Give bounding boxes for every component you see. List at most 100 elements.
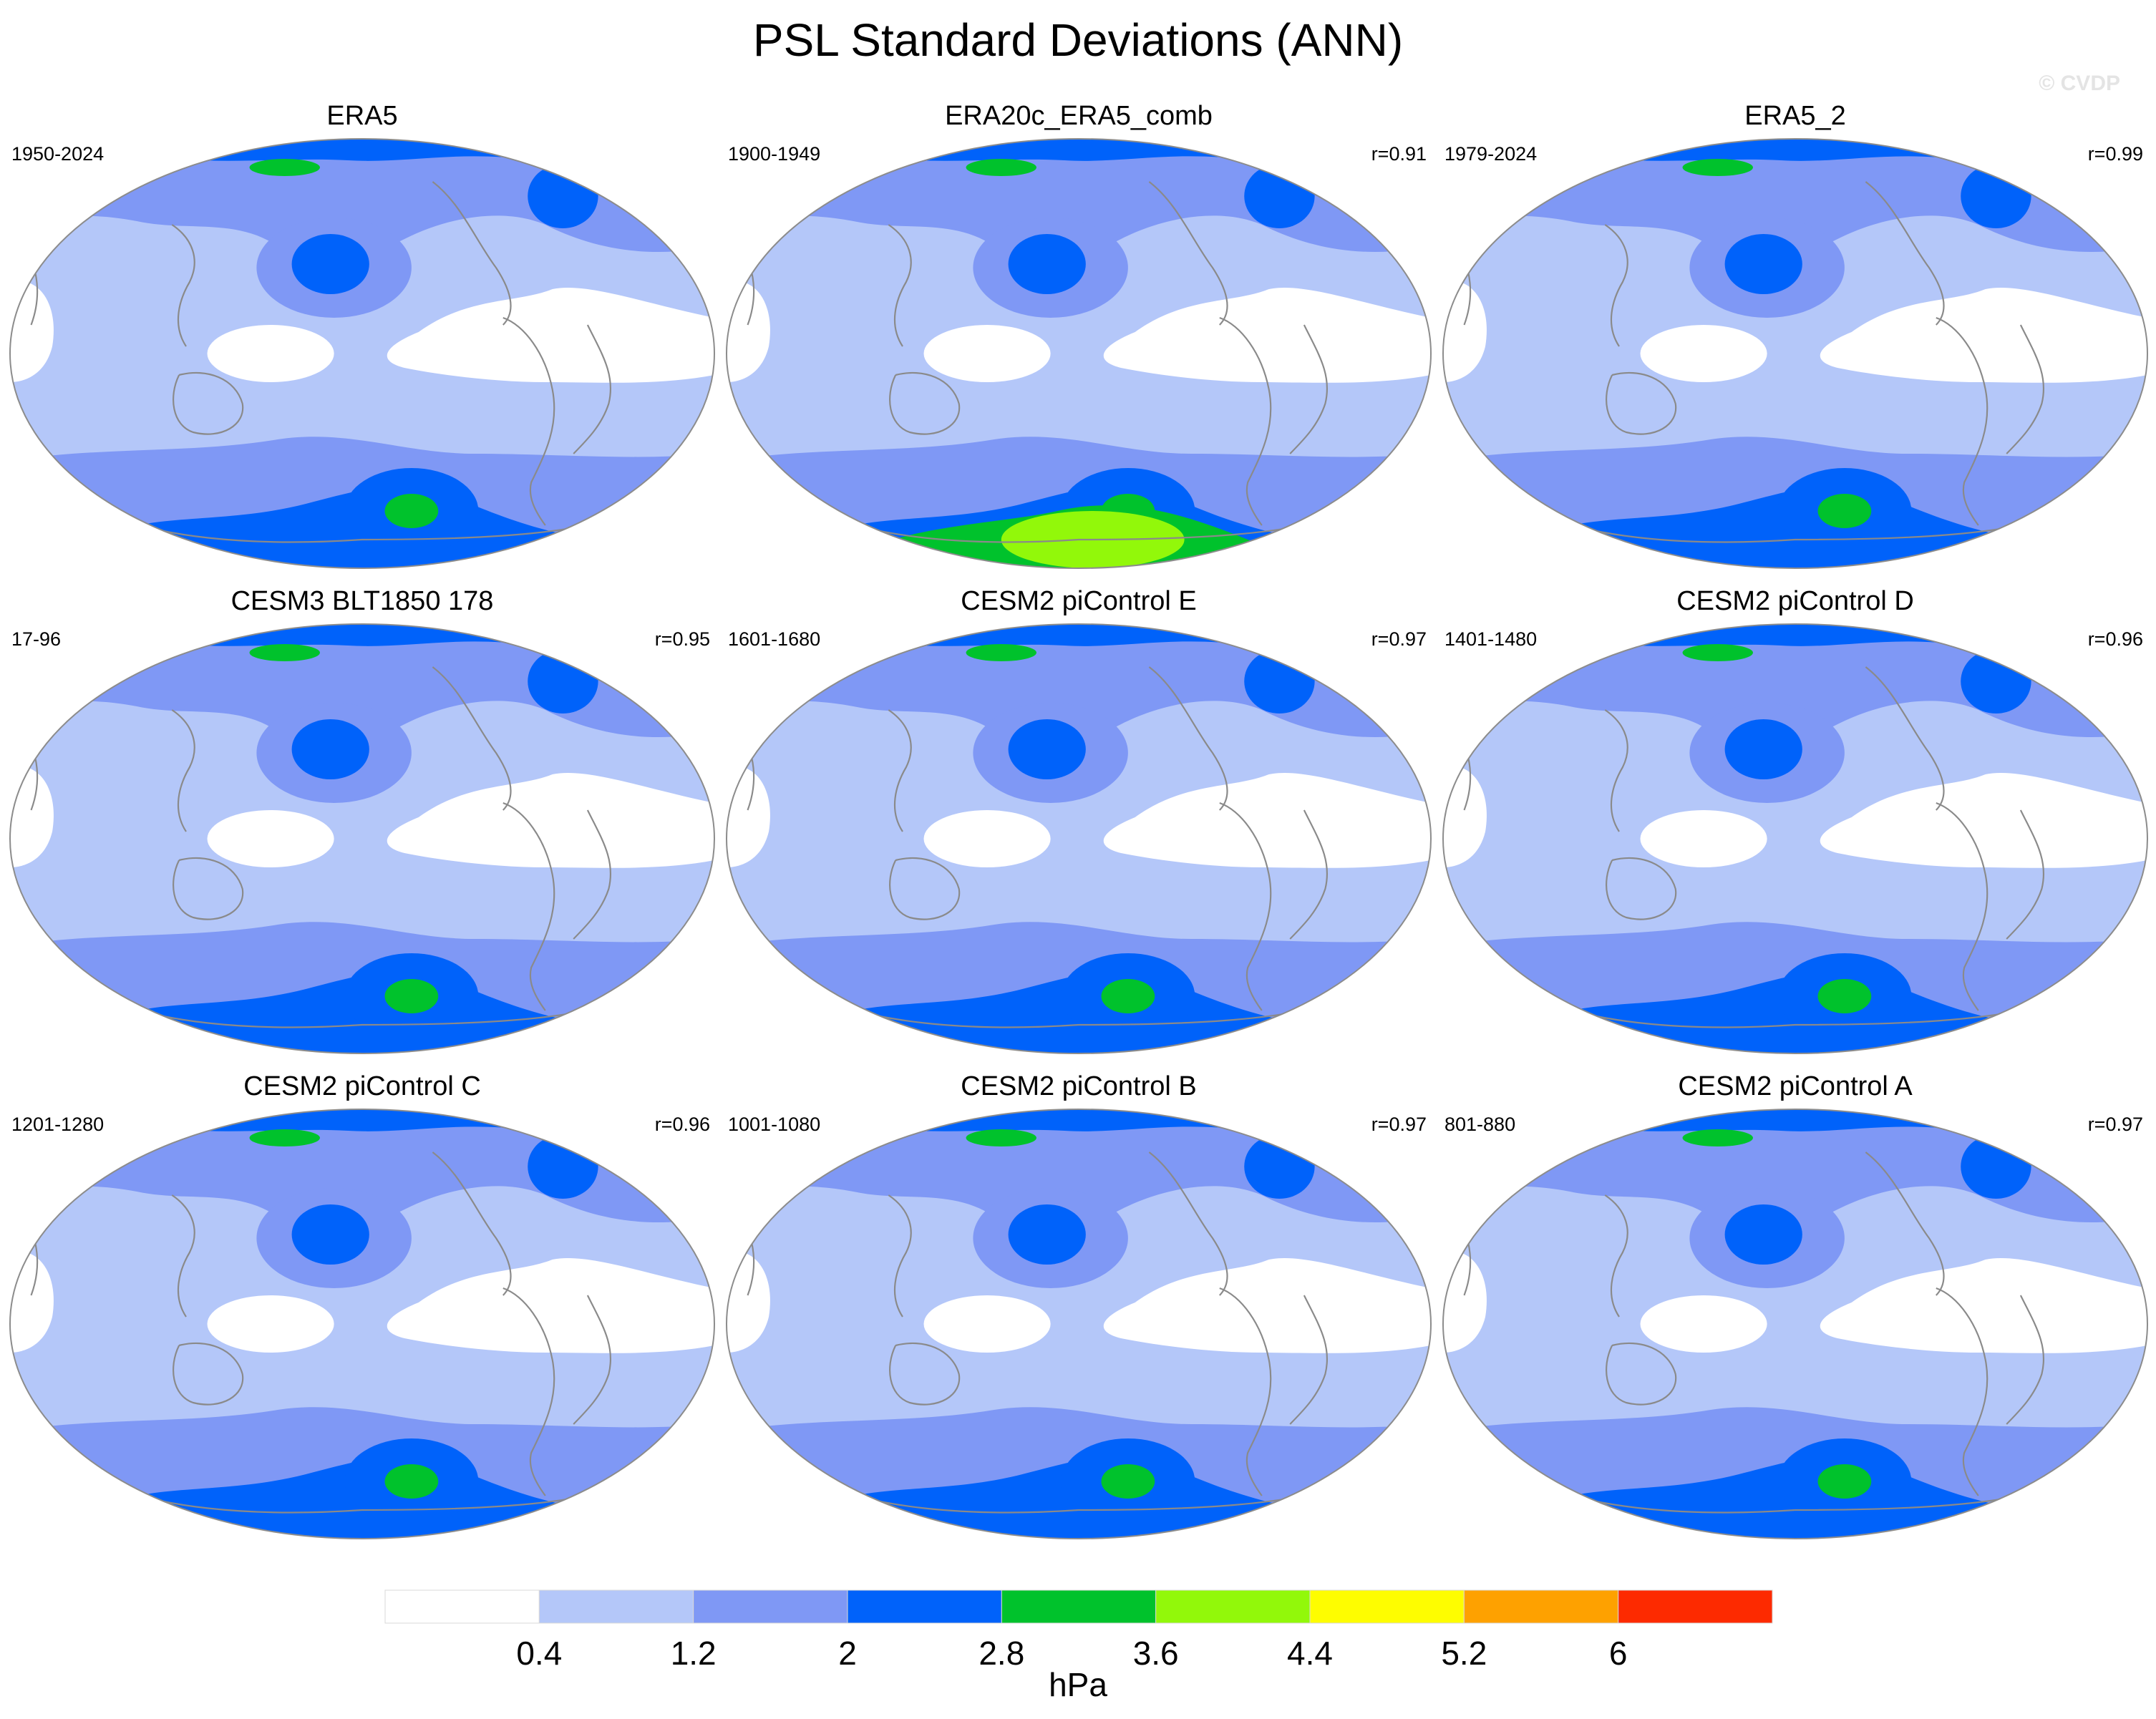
coastline-1 bbox=[573, 809, 612, 940]
contour-6 bbox=[1820, 1258, 2147, 1353]
panels: ERA5 1950-2024 ERA20c_ERA5_comb 1900-1949 r=… bbox=[9, 101, 2148, 1539]
map-outline bbox=[9, 138, 715, 569]
map bbox=[10, 1109, 714, 1539]
contour-6 bbox=[1103, 1258, 1431, 1353]
coastline-3 bbox=[171, 709, 195, 832]
contour-6 bbox=[1820, 288, 2147, 383]
coastline-2 bbox=[1865, 1151, 1945, 1296]
panel-title: CESM2 piControl E bbox=[961, 586, 1196, 616]
map-outline bbox=[726, 1109, 1432, 1539]
coastline-4 bbox=[1606, 1342, 1677, 1406]
coastline-3 bbox=[1604, 1194, 1628, 1318]
coastline-3 bbox=[171, 1194, 195, 1318]
colorbar-swatch-3 bbox=[847, 1589, 1002, 1624]
coastline-4 bbox=[889, 857, 961, 920]
coastline-1 bbox=[1289, 809, 1329, 940]
coastline-0 bbox=[1936, 802, 1989, 1011]
contour-4 bbox=[1724, 1204, 1802, 1265]
coastline-0 bbox=[1936, 1287, 1989, 1496]
map bbox=[727, 139, 1431, 568]
coastline-3 bbox=[888, 709, 912, 832]
coastline-0 bbox=[502, 1287, 555, 1496]
map-outline bbox=[726, 623, 1432, 1054]
coastline-2 bbox=[432, 666, 512, 811]
colorbar-tick-label: 5.2 bbox=[1441, 1635, 1487, 1672]
contour-13 bbox=[249, 159, 320, 176]
panel-correlation: r=0.97 bbox=[1371, 1114, 1427, 1135]
contour-6 bbox=[387, 1258, 714, 1353]
contour-12 bbox=[1817, 1464, 1872, 1499]
contour-13 bbox=[1682, 1129, 1753, 1146]
coastline-3 bbox=[888, 1194, 912, 1318]
map bbox=[727, 1109, 1431, 1539]
contour-4 bbox=[1008, 719, 1086, 779]
coastline-4 bbox=[173, 857, 244, 920]
panel-years: 1900-1949 bbox=[728, 143, 820, 165]
contour-8 bbox=[10, 281, 54, 382]
panel-1: ERA5 1950-2024 bbox=[9, 101, 715, 569]
coastline-0 bbox=[1219, 1287, 1272, 1496]
contour-7 bbox=[1640, 810, 1767, 867]
contour-6 bbox=[387, 773, 714, 868]
panel-title: CESM2 piControl A bbox=[1678, 1071, 1913, 1101]
contour-8 bbox=[1443, 766, 1487, 867]
colorbar-swatch-7 bbox=[1463, 1589, 1619, 1624]
coastline-0 bbox=[1219, 316, 1272, 526]
contour-5 bbox=[1961, 649, 2031, 714]
coastline-4 bbox=[889, 1342, 961, 1406]
contour-12 bbox=[1817, 494, 1872, 528]
contour-13 bbox=[1682, 159, 1753, 176]
panel-9: CESM2 piControl A 801-880 r=0.97 bbox=[1442, 1071, 2148, 1539]
panel-title: CESM2 piControl D bbox=[1676, 586, 1914, 616]
coastline-0 bbox=[1219, 802, 1272, 1011]
panel-correlation: r=0.97 bbox=[2088, 1114, 2143, 1135]
contour-13 bbox=[966, 644, 1036, 661]
contour-7 bbox=[207, 1295, 334, 1353]
coastline-2 bbox=[1865, 181, 1945, 326]
map bbox=[1443, 624, 2147, 1053]
panel-years: 1001-1080 bbox=[728, 1114, 820, 1135]
map-outline bbox=[1442, 623, 2148, 1054]
contour-1 bbox=[727, 624, 1431, 744]
coastline-0 bbox=[1936, 316, 1989, 526]
panel-correlation: r=0.96 bbox=[2088, 628, 2143, 650]
coastline-4 bbox=[173, 371, 244, 435]
contour-7 bbox=[923, 325, 1051, 382]
colorbar: 0.4 1.2 2 2.8 3.6 4.4 5.2 6 hPa bbox=[384, 1589, 1773, 1703]
panel-years: 17-96 bbox=[11, 628, 61, 650]
contour-7 bbox=[923, 1295, 1051, 1353]
coastline-3 bbox=[171, 224, 195, 347]
colorbar-swatch-0 bbox=[384, 1589, 540, 1624]
contour-1 bbox=[1443, 1109, 2147, 1229]
contour-13 bbox=[249, 1129, 320, 1146]
panel-years: 1401-1480 bbox=[1444, 628, 1537, 650]
panel-correlation: r=0.99 bbox=[2088, 143, 2143, 165]
map-outline bbox=[726, 138, 1432, 569]
contour-5 bbox=[1961, 164, 2031, 228]
panel-years: 801-880 bbox=[1444, 1114, 1515, 1135]
panel-years: 1979-2024 bbox=[1444, 143, 1537, 165]
watermark: © CVDP bbox=[2039, 72, 2120, 95]
coastline-2 bbox=[432, 181, 512, 326]
coastline-2 bbox=[1148, 181, 1228, 326]
contour-8 bbox=[10, 766, 54, 867]
contour-1 bbox=[1443, 139, 2147, 258]
panel-years: 1201-1280 bbox=[11, 1114, 104, 1135]
coastline-0 bbox=[502, 316, 555, 526]
contour-12 bbox=[384, 494, 439, 528]
contour-5 bbox=[528, 164, 598, 228]
coastline-1 bbox=[2006, 809, 2045, 940]
coastline-2 bbox=[1148, 666, 1228, 811]
contour-4 bbox=[1008, 234, 1086, 294]
map bbox=[727, 624, 1431, 1053]
map bbox=[1443, 1109, 2147, 1539]
coastline-4 bbox=[889, 371, 961, 435]
contour-5 bbox=[1244, 164, 1315, 228]
panel-title: ERA5 bbox=[326, 101, 397, 131]
contour-5 bbox=[528, 1134, 598, 1199]
coastline-3 bbox=[1604, 709, 1628, 832]
coastline-1 bbox=[1289, 1295, 1329, 1425]
contour-13 bbox=[1682, 644, 1753, 661]
panel-correlation: r=0.96 bbox=[655, 1114, 710, 1135]
contour-7 bbox=[1640, 1295, 1767, 1353]
